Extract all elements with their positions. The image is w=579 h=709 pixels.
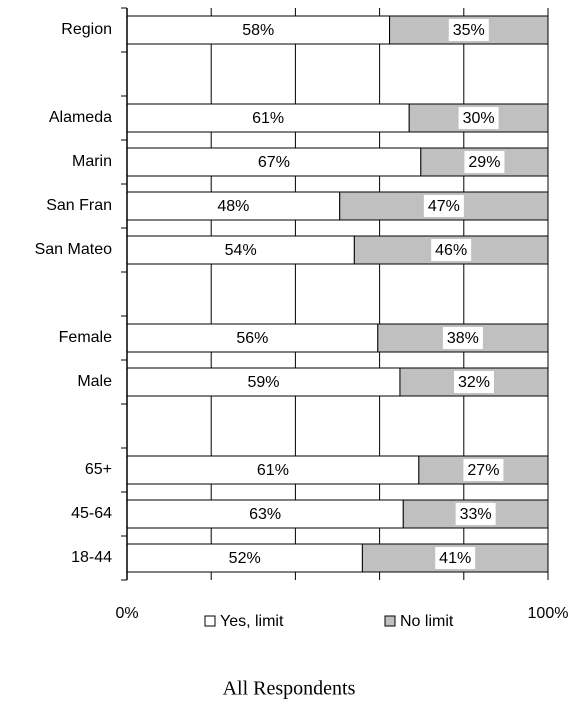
value-label: 27% [467,462,499,479]
label-bg [423,195,464,217]
y-tick-label: Female [59,329,112,346]
value-label: 52% [229,550,261,567]
value-label: 35% [453,22,485,39]
label-bg [220,239,261,261]
y-tick-label: 18-44 [71,549,112,566]
label-bg [248,107,289,129]
label-bg [458,107,499,129]
value-label: 38% [447,330,479,347]
label-bg [431,239,472,261]
label-bg [453,371,494,393]
label-bg [435,547,476,569]
value-label: 32% [458,374,490,391]
value-label: 54% [225,242,257,259]
y-tick-label: Alameda [49,109,112,126]
value-label: 58% [242,22,274,39]
y-tick-label: San Mateo [35,241,112,258]
label-bg [463,459,504,481]
label-bg [213,195,254,217]
value-label: 48% [217,198,249,215]
y-tick-label: Male [77,373,112,390]
x-tick-label: 100% [528,605,569,622]
y-tick-label: Marin [72,153,112,170]
value-label: 46% [435,242,467,259]
legend-swatch [204,615,216,627]
label-bg [455,503,496,525]
legend-label: No limit [400,613,454,630]
label-bg [224,547,265,569]
label-bg [448,19,489,41]
value-label: 30% [463,110,495,127]
label-bg [238,19,279,41]
value-label: 61% [252,110,284,127]
label-bg [232,327,273,349]
legend-swatch [384,615,396,627]
y-tick-label: 45-64 [71,505,112,522]
value-label: 63% [249,506,281,523]
x-tick-label: 0% [115,605,138,622]
value-label: 59% [247,374,279,391]
value-label: 41% [439,550,471,567]
chart-title: All Respondents [223,678,356,700]
label-bg [442,327,483,349]
label-bg [245,503,286,525]
y-tick-label: Region [61,21,112,38]
value-label: 33% [460,506,492,523]
value-label: 67% [258,154,290,171]
label-bg [253,151,294,173]
label-bg [252,459,293,481]
value-label: 61% [257,462,289,479]
value-label: 56% [236,330,268,347]
y-tick-label: 65+ [85,461,112,478]
value-label: 47% [428,198,460,215]
label-bg [243,371,284,393]
label-bg [464,151,505,173]
legend-label: Yes, limit [220,613,284,630]
y-tick-label: San Fran [46,197,112,214]
value-label: 29% [468,154,500,171]
